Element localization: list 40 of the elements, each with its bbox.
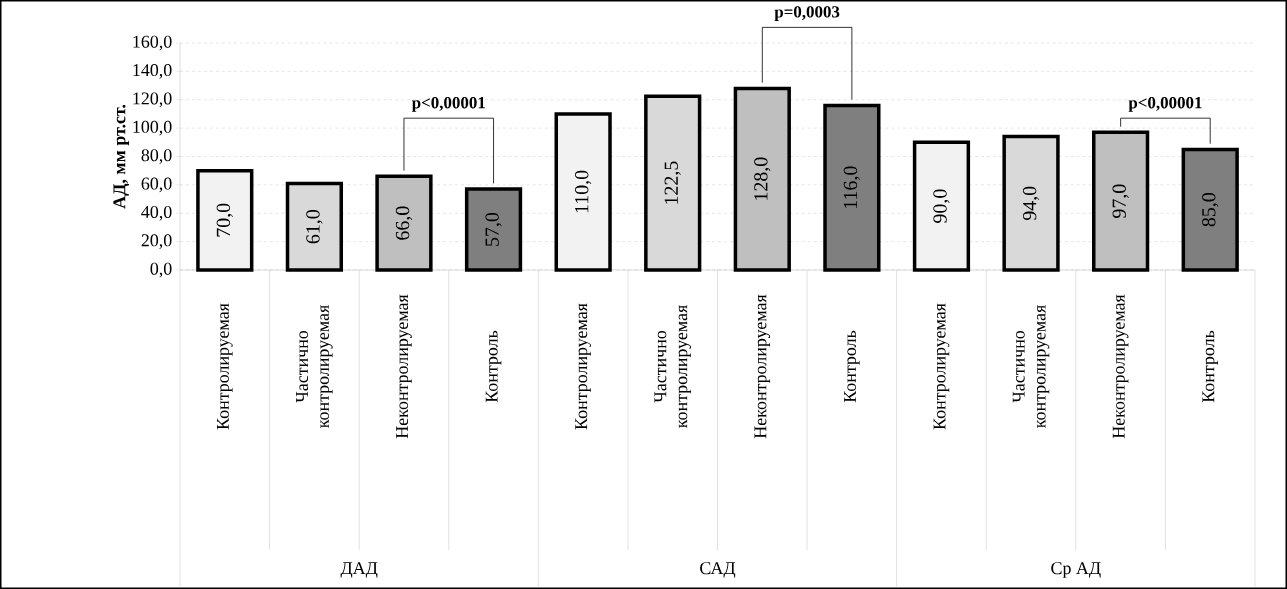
y-tick-label: 140,0: [133, 64, 172, 79]
x-tick-label: Неконтролируемая: [1112, 294, 1129, 439]
x-tick-label: Контролируемая: [933, 303, 950, 430]
data-label: 94,0: [1022, 186, 1040, 221]
y-tick-label: 40,0: [141, 205, 172, 221]
x-tick-label: Частично контролируемая: [1012, 305, 1050, 428]
x-tick-label: Частично контролируемая: [654, 305, 691, 428]
y-tick-label: 20,0: [141, 234, 172, 249]
data-label: 116,0: [843, 166, 861, 208]
data-label: 85,0: [1202, 193, 1219, 227]
x-tick-label: Неконтролируемая: [754, 294, 771, 439]
data-label: 110,0: [574, 170, 592, 213]
y-tick-label: 160,0: [133, 35, 172, 51]
data-label: 90,0: [933, 189, 950, 223]
data-label: 122,5: [664, 161, 681, 204]
y-tick-label: 0,0: [150, 262, 172, 278]
data-label: 97,0: [1112, 184, 1129, 218]
x-tick-label: Контроль: [1202, 330, 1218, 403]
x-tick-label: Частично контролируемая: [296, 305, 333, 428]
y-tick-label: 120,0: [133, 92, 172, 108]
y-tick-label: 60,0: [141, 177, 172, 193]
y-tick-label: 80,0: [141, 149, 172, 164]
text: p=0,0003: [774, 6, 840, 22]
data-label: 61,0: [306, 210, 323, 244]
y-tick-label: 100,0: [133, 120, 172, 136]
annotation: p<0,00001: [411, 96, 485, 112]
x-tick-label: Контролируемая: [216, 303, 233, 430]
data-label: 57,0: [485, 212, 502, 246]
x-tick-label: Контролируемая: [575, 303, 591, 430]
x-tick-label: Контроль: [485, 330, 502, 403]
x-tick-label: Контроль: [844, 330, 860, 403]
annotation: p<0,00001: [1128, 96, 1202, 112]
text: Ср АД: [1051, 562, 1101, 578]
data-label: 128,0: [754, 157, 771, 200]
x-tick-label: Неконтролируемая: [396, 294, 412, 439]
data-label: 66,0: [395, 206, 413, 240]
y-axis-title: АД, мм рт.ст.: [113, 104, 130, 209]
text: САД: [700, 562, 736, 578]
text: ДАД: [340, 562, 378, 578]
data-label: 70,0: [216, 203, 233, 237]
